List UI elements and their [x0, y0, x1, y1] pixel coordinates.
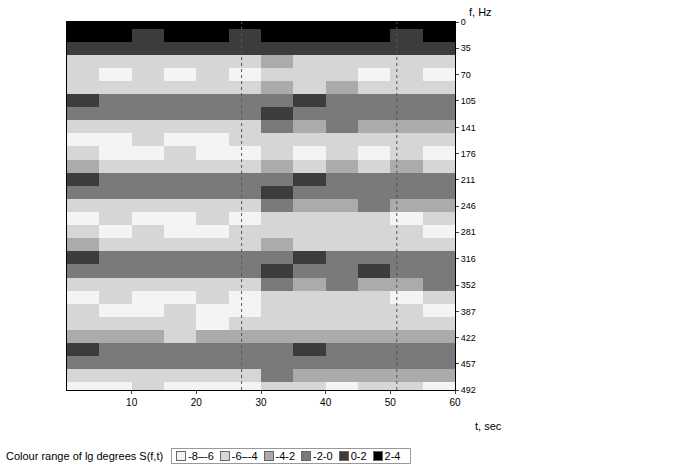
html-text:-8–-6: -8–-6: [188, 450, 214, 462]
html-text:-6–-4: -6–-4: [231, 450, 258, 462]
svg-text:141: 141: [461, 123, 476, 133]
html-text:-4-2: -4-2: [275, 450, 296, 462]
svg-text:0: 0: [461, 17, 466, 27]
svg-text:422: 422: [461, 333, 476, 343]
html-text:-2-0: -2-0: [313, 450, 333, 462]
svg-text:t, sec: t, sec: [475, 420, 502, 432]
svg-text:40: 40: [320, 397, 332, 408]
html-text:2-4: 2-4: [384, 450, 401, 462]
svg-text:60: 60: [449, 397, 461, 408]
svg-text:105: 105: [461, 96, 476, 106]
html-text:0-2: 0-2: [350, 450, 367, 462]
svg-text:50: 50: [385, 397, 397, 408]
svg-text:457: 457: [461, 359, 476, 369]
svg-text:35: 35: [461, 43, 471, 53]
html-text:Colour range of lg degrees S(f: Colour range of lg degrees S(f,t): [6, 450, 164, 462]
svg-text:281: 281: [461, 227, 476, 237]
svg-text:30: 30: [255, 397, 267, 408]
svg-text:20: 20: [191, 397, 203, 408]
svg-text:176: 176: [461, 149, 476, 159]
svg-text:f, Hz: f, Hz: [469, 6, 492, 18]
svg-text:70: 70: [461, 70, 471, 80]
svg-text:211: 211: [461, 175, 475, 185]
svg-text:492: 492: [461, 385, 476, 395]
svg-text:387: 387: [461, 307, 476, 317]
svg-text:352: 352: [461, 280, 476, 290]
svg-text:246: 246: [461, 201, 476, 211]
svg-text:10: 10: [126, 397, 138, 408]
svg-text:316: 316: [461, 254, 476, 264]
